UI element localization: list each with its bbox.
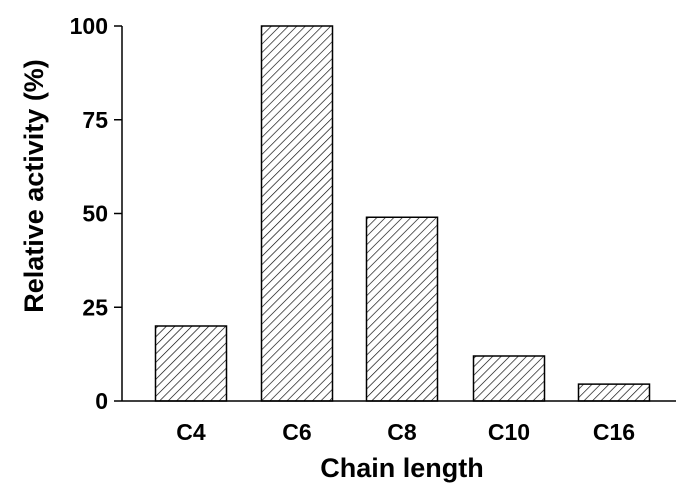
y-tick-label-25: 25: [82, 294, 108, 320]
bar-c16: [577, 383, 651, 402]
x-tick-label-c8: C8: [387, 419, 417, 445]
tick-labels-group: C4 C6 C8 C10 C16 0 25 50 75 100: [70, 13, 635, 445]
y-tick-label-0: 0: [95, 388, 108, 414]
bar-c6: [260, 25, 334, 402]
x-tick-label-c4: C4: [176, 419, 206, 445]
x-axis-title: Chain length: [320, 453, 484, 483]
x-tick-label-c16: C16: [593, 419, 635, 445]
y-tick-label-100: 100: [70, 13, 108, 39]
bar-c4: [154, 325, 228, 402]
y-axis-title: Relative activity (%): [19, 59, 49, 313]
y-tick-label-75: 75: [82, 107, 108, 133]
x-tick-label-c6: C6: [282, 419, 311, 445]
y-tick-label-50: 50: [82, 201, 108, 227]
axes-group: [114, 25, 676, 402]
bar-c8: [365, 216, 439, 402]
x-tick-label-c10: C10: [488, 419, 530, 445]
bars-group: [154, 25, 651, 402]
bar-c10: [472, 355, 546, 402]
